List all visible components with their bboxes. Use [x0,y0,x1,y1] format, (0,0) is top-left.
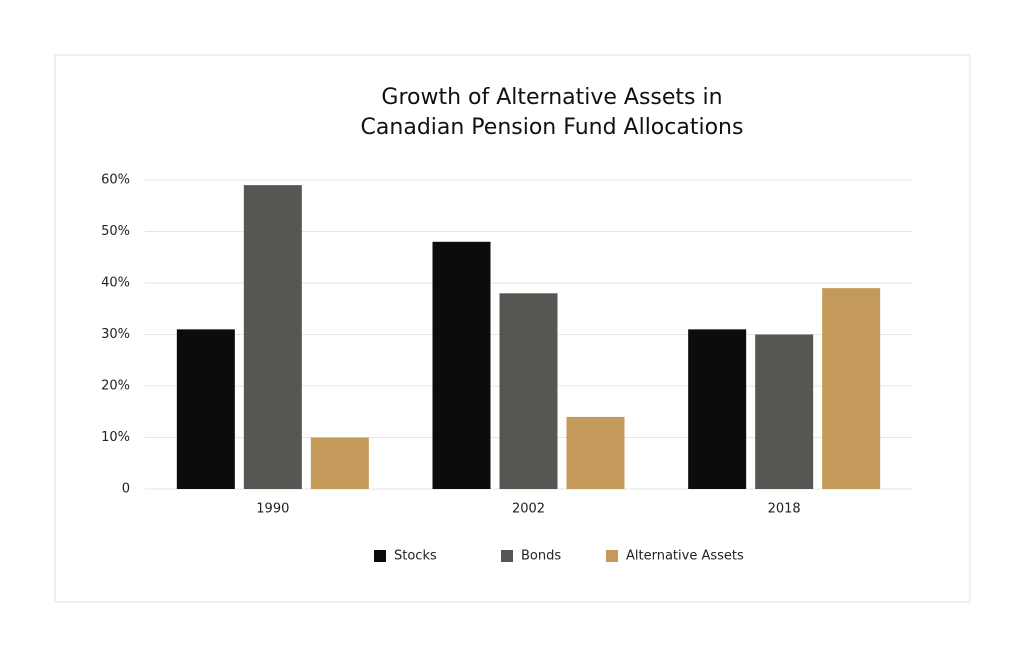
bar [499,293,558,489]
y-tick-label: 40% [101,276,130,291]
bar [755,334,814,489]
legend-label: Bonds [521,549,561,564]
y-tick-label: 0 [122,482,130,497]
legend-label: Stocks [394,549,437,564]
bar [310,437,369,489]
x-tick-label: 2002 [512,502,545,517]
bar [566,416,625,489]
y-tick-label: 10% [101,430,130,445]
legend-label: Alternative Assets [626,549,744,564]
y-tick-label: 30% [101,327,130,342]
bar [243,185,302,489]
bar [176,329,235,489]
legend-swatch [374,550,386,562]
y-tick-label: 60% [101,173,130,188]
chart-title: Canadian Pension Fund Allocations [361,115,744,140]
bar [822,288,881,489]
x-tick-label: 1990 [256,502,289,517]
legend-swatch [501,550,513,562]
bar [432,241,491,489]
chart-title: Growth of Alternative Assets in [381,85,722,110]
legend-swatch [606,550,618,562]
y-tick-label: 20% [101,379,130,394]
bar [688,329,747,489]
y-tick-label: 50% [101,224,130,239]
x-tick-label: 2018 [768,502,801,517]
